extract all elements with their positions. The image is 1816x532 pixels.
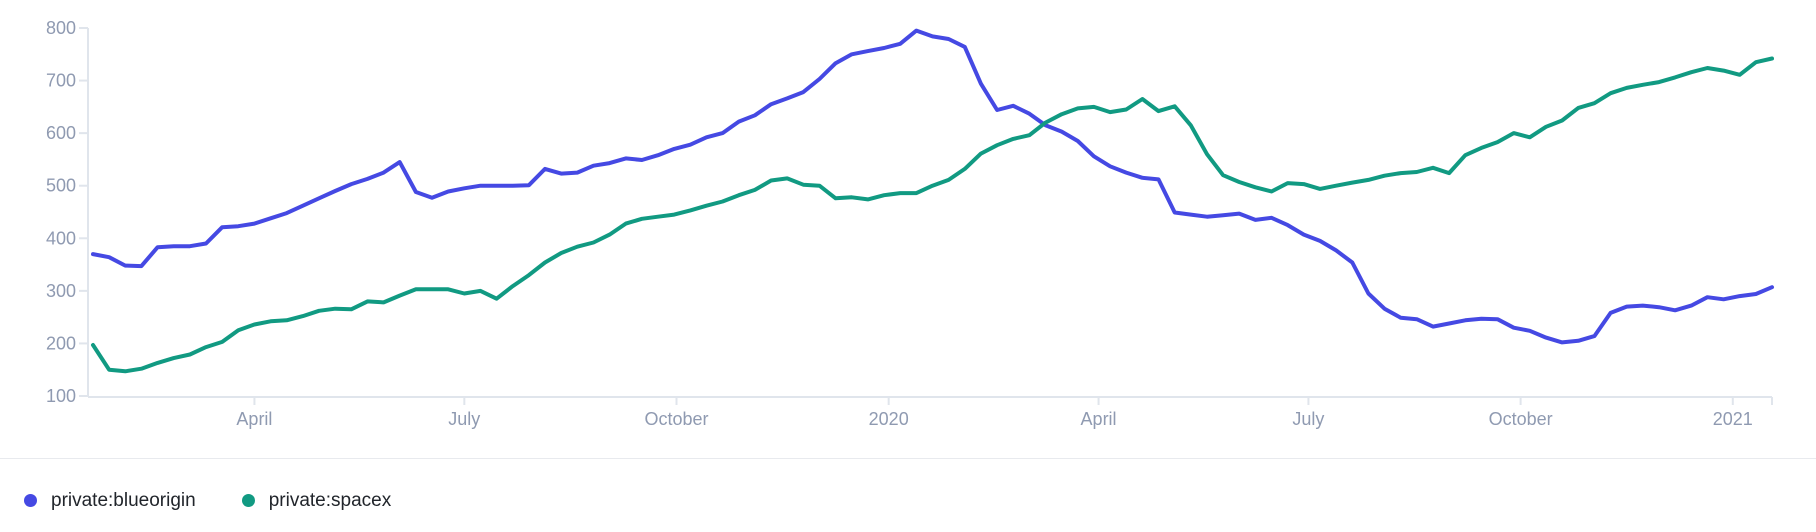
x-axis-label: 2020 — [869, 409, 909, 429]
x-axis-label: April — [1081, 409, 1117, 429]
legend-item-blueorigin[interactable]: private:blueorigin — [24, 491, 196, 510]
y-axis-label: 400 — [46, 228, 76, 248]
chart-svg[interactable]: 100 200 300 400 500 600 700 800 April July October… — [0, 0, 1816, 440]
x-axis-label: July — [448, 409, 480, 429]
y-axis-label: 700 — [46, 71, 76, 91]
series-line-spacex[interactable] — [91, 56, 1774, 374]
y-axis-label: 800 — [46, 18, 76, 38]
series-line-blueorigin[interactable] — [91, 28, 1774, 345]
y-axis-label: 500 — [46, 176, 76, 196]
y-axis-label: 100 — [46, 386, 76, 406]
y-axis-label: 300 — [46, 281, 76, 301]
legend-label-spacex: private:spacex — [268, 490, 392, 511]
x-axis-label: October — [644, 409, 708, 429]
legend: private:blueorigin private:spacex — [0, 459, 1816, 510]
legend-label-blueorigin: private:blueorigin — [51, 490, 196, 511]
x-axis-label: 2021 — [1713, 409, 1753, 429]
legend-item-spacex[interactable]: private:spacex — [241, 490, 392, 511]
x-axis-label: April — [236, 409, 272, 429]
y-axis-label: 200 — [46, 333, 76, 353]
legend-dot-spacex — [241, 494, 255, 507]
legend-dot-blueorigin — [24, 494, 37, 507]
x-axis-label: October — [1489, 409, 1553, 429]
x-axis-label: July — [1292, 409, 1324, 429]
y-axis-label: 600 — [46, 123, 76, 143]
legend-divider — [0, 458, 1816, 459]
